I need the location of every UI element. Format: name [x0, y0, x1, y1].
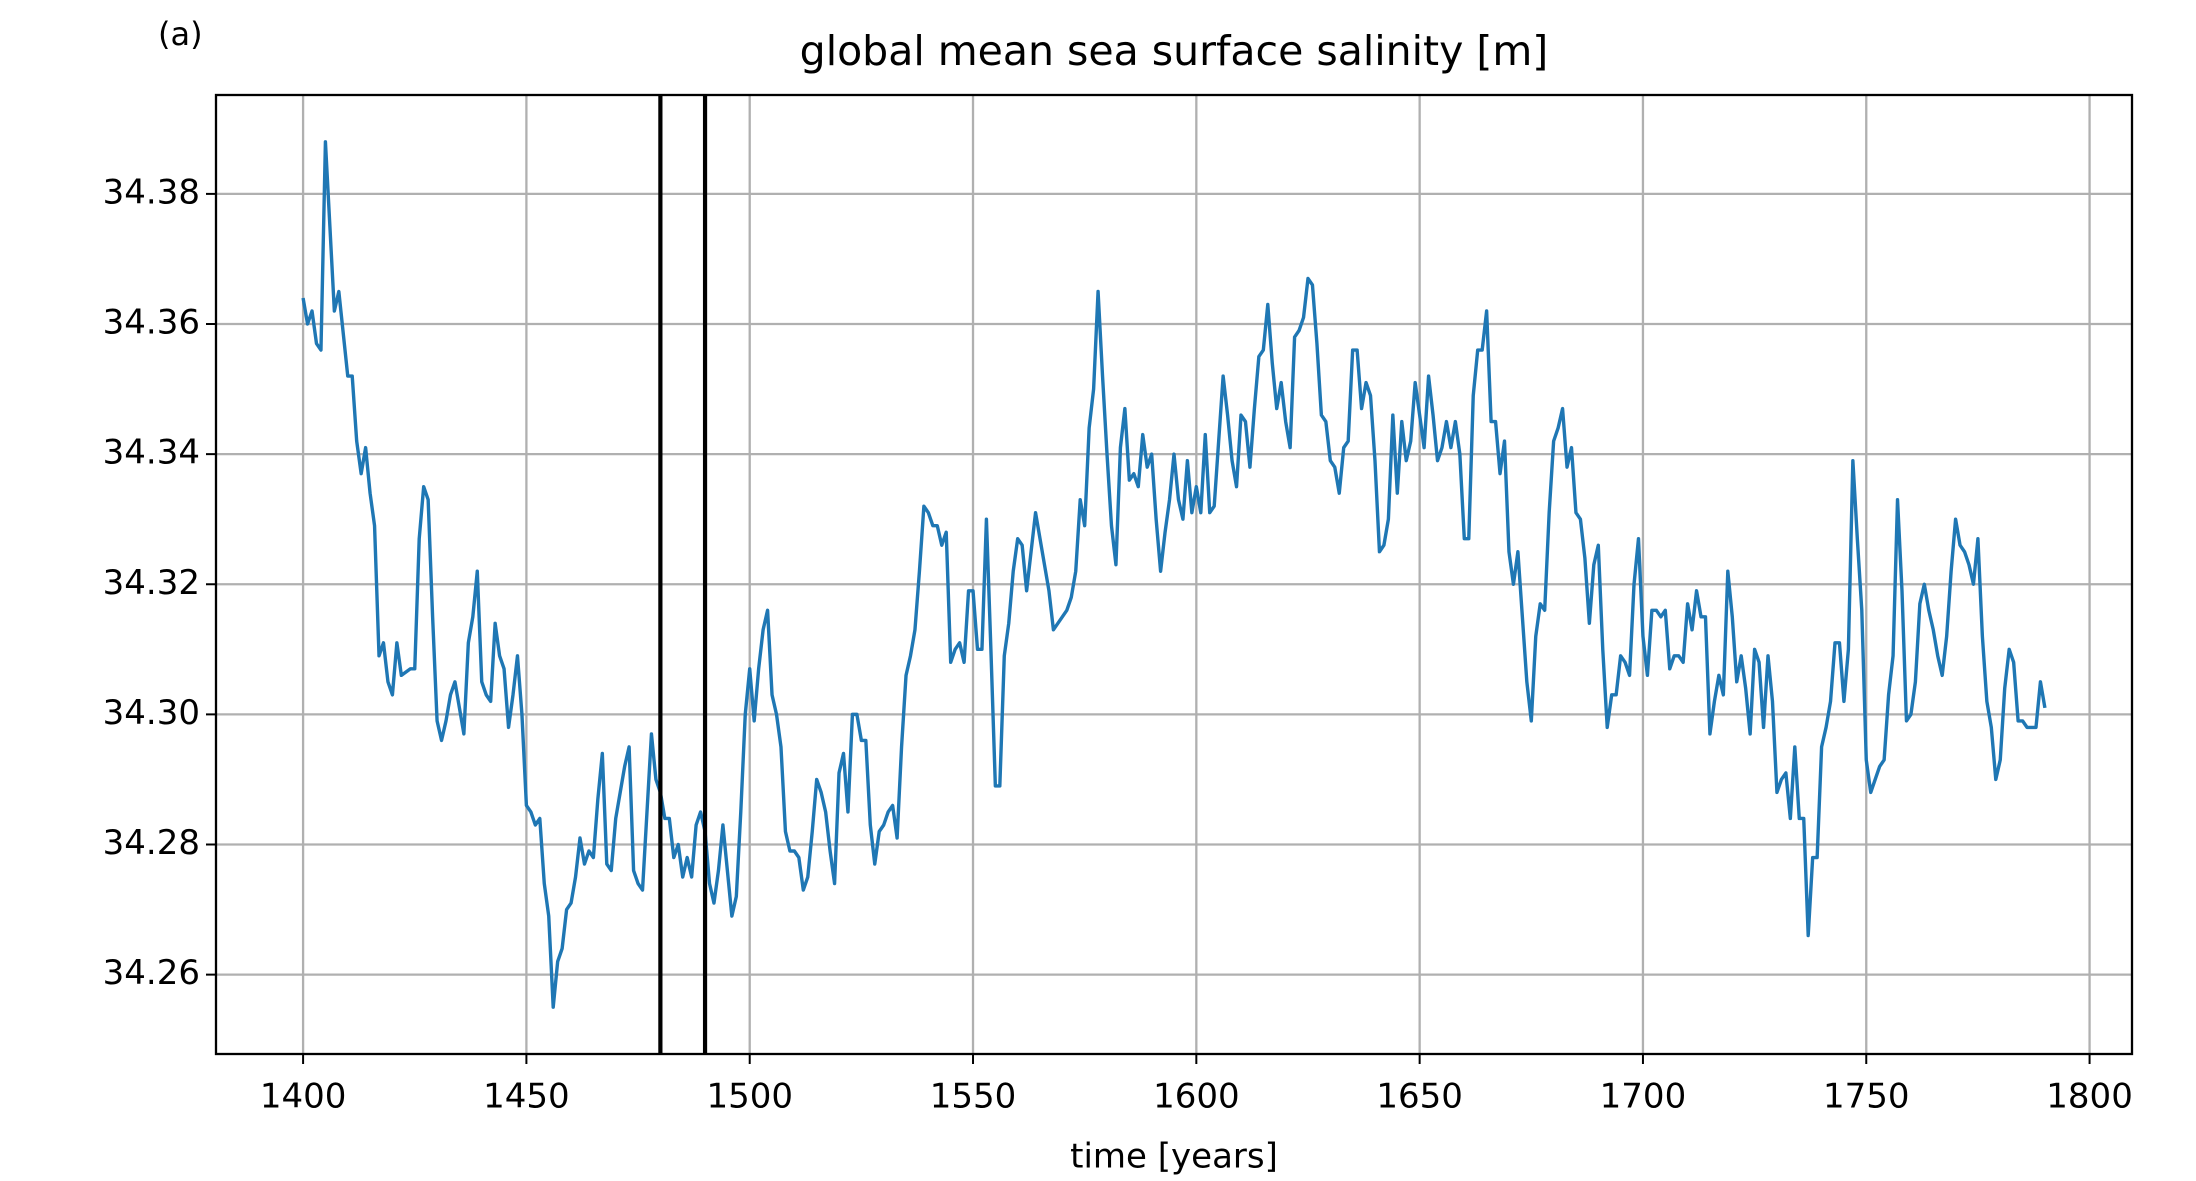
x-tick-label: 1700: [1600, 1077, 1687, 1117]
y-tick-label: 34.30: [103, 693, 200, 733]
x-tick-label: 1500: [706, 1077, 793, 1117]
x-tick-label: 1450: [483, 1077, 570, 1117]
y-tick-label: 34.36: [103, 303, 200, 343]
chart-title: global mean sea surface salinity [m]: [800, 27, 1549, 75]
y-tick-label: 34.28: [103, 823, 200, 863]
x-tick-label: 1600: [1153, 1077, 1240, 1117]
x-tick-label: 1650: [1376, 1077, 1463, 1117]
x-tick-label: 1800: [2046, 1077, 2133, 1117]
x-tick-label: 1400: [260, 1077, 347, 1117]
y-tick-label: 34.38: [103, 172, 200, 212]
y-tick-label: 34.26: [103, 953, 200, 993]
plot: [301, 95, 2047, 1054]
data-line: [301, 140, 2047, 1009]
panel-label: (a): [158, 15, 203, 53]
y-tick-label: 34.34: [103, 433, 200, 473]
x-tick-label: 1550: [930, 1077, 1017, 1117]
y-tick-label: 34.32: [103, 563, 200, 603]
x-axis-label: time [years]: [1070, 1137, 1278, 1177]
x-tick-label: 1750: [1823, 1077, 1910, 1117]
axes-frame: [214, 93, 2134, 1056]
